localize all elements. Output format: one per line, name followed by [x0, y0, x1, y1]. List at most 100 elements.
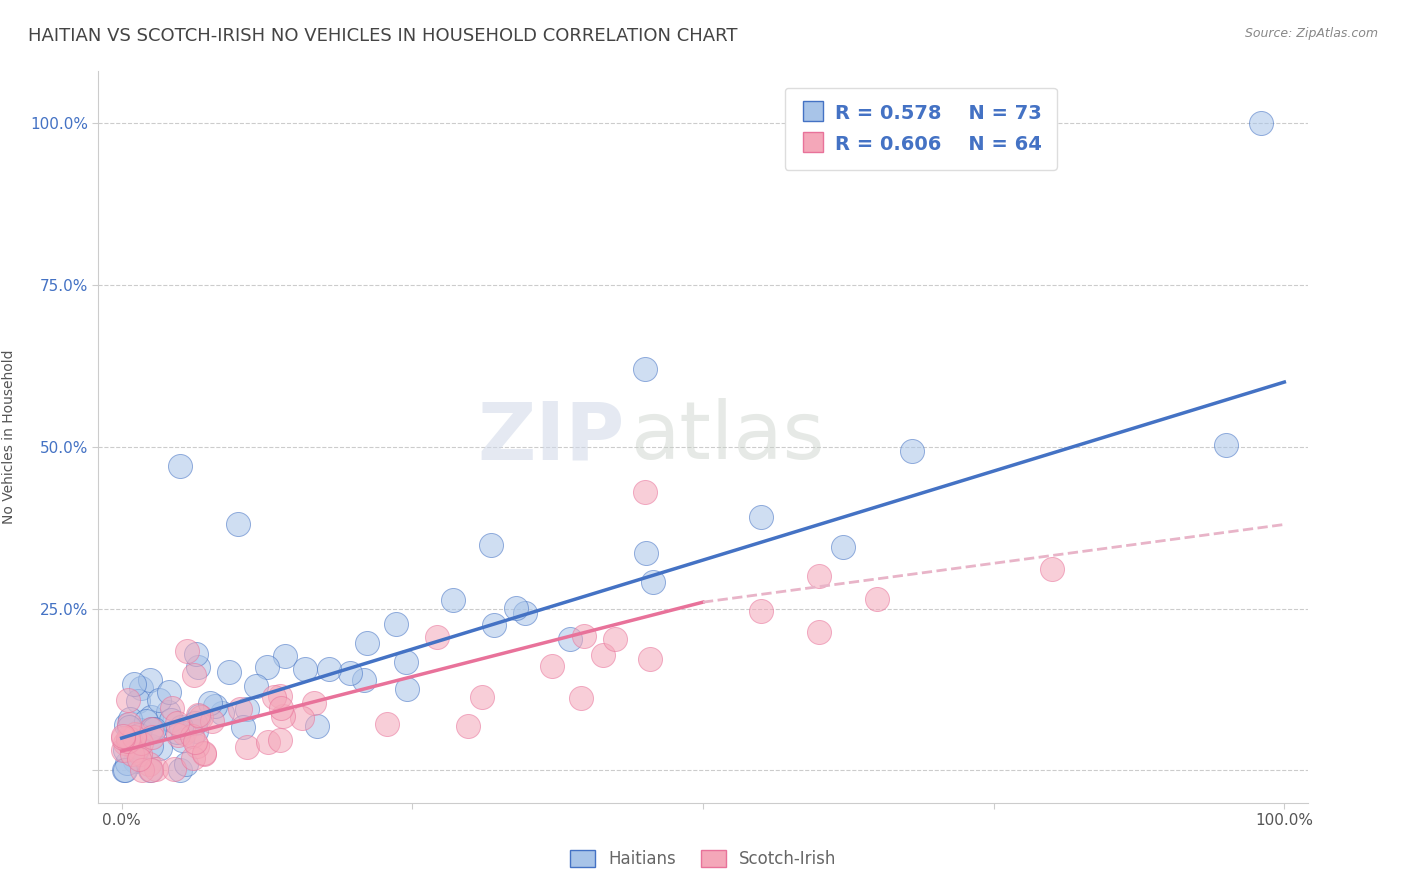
- Point: [122, 676, 145, 690]
- Point: [218, 665, 240, 679]
- Point: [257, 734, 280, 748]
- Point: [749, 509, 772, 524]
- Point: [186, 739, 208, 754]
- Point: [122, 730, 145, 744]
- Point: [128, 728, 150, 742]
- Point: [127, 739, 149, 754]
- Point: [395, 682, 418, 697]
- Point: [139, 764, 162, 778]
- Point: [808, 569, 831, 583]
- Point: [229, 701, 252, 715]
- Point: [114, 743, 136, 757]
- Point: [569, 691, 592, 706]
- Point: [145, 762, 167, 776]
- Point: [170, 720, 193, 734]
- Point: [129, 736, 152, 750]
- Point: [138, 757, 160, 772]
- Point: [184, 735, 207, 749]
- Point: [269, 733, 291, 747]
- Point: [375, 716, 398, 731]
- Point: [118, 712, 141, 726]
- Point: [256, 660, 278, 674]
- Point: [148, 693, 170, 707]
- Point: [592, 648, 614, 663]
- Point: [166, 724, 188, 739]
- Point: [139, 722, 162, 736]
- Point: [117, 693, 139, 707]
- Point: [149, 741, 172, 756]
- Point: [172, 733, 194, 747]
- Point: [139, 764, 162, 778]
- Point: [183, 751, 205, 765]
- Text: Source: ZipAtlas.com: Source: ZipAtlas.com: [1244, 27, 1378, 40]
- Point: [114, 718, 136, 732]
- Point: [187, 707, 209, 722]
- Text: ZIP: ZIP: [477, 398, 624, 476]
- Point: [184, 648, 207, 662]
- Point: [128, 747, 150, 761]
- Point: [232, 720, 254, 734]
- Point: [156, 706, 179, 720]
- Point: [114, 736, 136, 750]
- Point: [193, 747, 215, 762]
- Point: [121, 747, 143, 761]
- Point: [572, 629, 595, 643]
- Point: [482, 618, 505, 632]
- Point: [124, 737, 146, 751]
- Point: [169, 764, 191, 778]
- Point: [180, 729, 202, 743]
- Point: [318, 662, 340, 676]
- Point: [127, 728, 149, 742]
- Point: [190, 710, 212, 724]
- Point: [471, 690, 494, 704]
- Point: [135, 714, 157, 728]
- Point: [167, 728, 190, 742]
- Point: [173, 725, 195, 739]
- Point: [271, 709, 294, 723]
- Legend: Haitians, Scotch-Irish: Haitians, Scotch-Irish: [562, 844, 844, 875]
- Point: [131, 764, 153, 778]
- Point: [141, 722, 163, 736]
- Point: [263, 690, 285, 705]
- Point: [269, 689, 291, 703]
- Point: [245, 679, 267, 693]
- Point: [634, 546, 657, 560]
- Point: [479, 538, 502, 552]
- Point: [603, 632, 626, 647]
- Point: [749, 604, 772, 618]
- Point: [187, 708, 209, 723]
- Point: [201, 714, 224, 728]
- Point: [118, 716, 141, 731]
- Point: [505, 600, 527, 615]
- Point: [115, 756, 138, 770]
- Point: [426, 630, 449, 644]
- Point: [270, 701, 292, 715]
- Point: [294, 662, 316, 676]
- Point: [356, 636, 378, 650]
- Point: [169, 459, 191, 474]
- Point: [160, 701, 183, 715]
- Point: [141, 730, 163, 744]
- Point: [114, 764, 136, 778]
- Point: [226, 517, 249, 532]
- Point: [117, 734, 139, 748]
- Text: HAITIAN VS SCOTCH-IRISH NO VEHICLES IN HOUSEHOLD CORRELATION CHART: HAITIAN VS SCOTCH-IRISH NO VEHICLES IN H…: [28, 27, 738, 45]
- Point: [128, 723, 150, 737]
- Point: [141, 739, 163, 754]
- Point: [183, 668, 205, 682]
- Point: [305, 718, 328, 732]
- Point: [643, 574, 665, 589]
- Point: [211, 706, 233, 721]
- Point: [127, 693, 149, 707]
- Point: [138, 673, 160, 687]
- Point: [204, 699, 226, 714]
- Point: [541, 658, 564, 673]
- Point: [441, 592, 464, 607]
- Point: [901, 443, 924, 458]
- Point: [395, 655, 418, 669]
- Point: [302, 696, 325, 710]
- Point: [274, 649, 297, 664]
- Point: [118, 721, 141, 735]
- Point: [157, 685, 180, 699]
- Point: [353, 673, 375, 688]
